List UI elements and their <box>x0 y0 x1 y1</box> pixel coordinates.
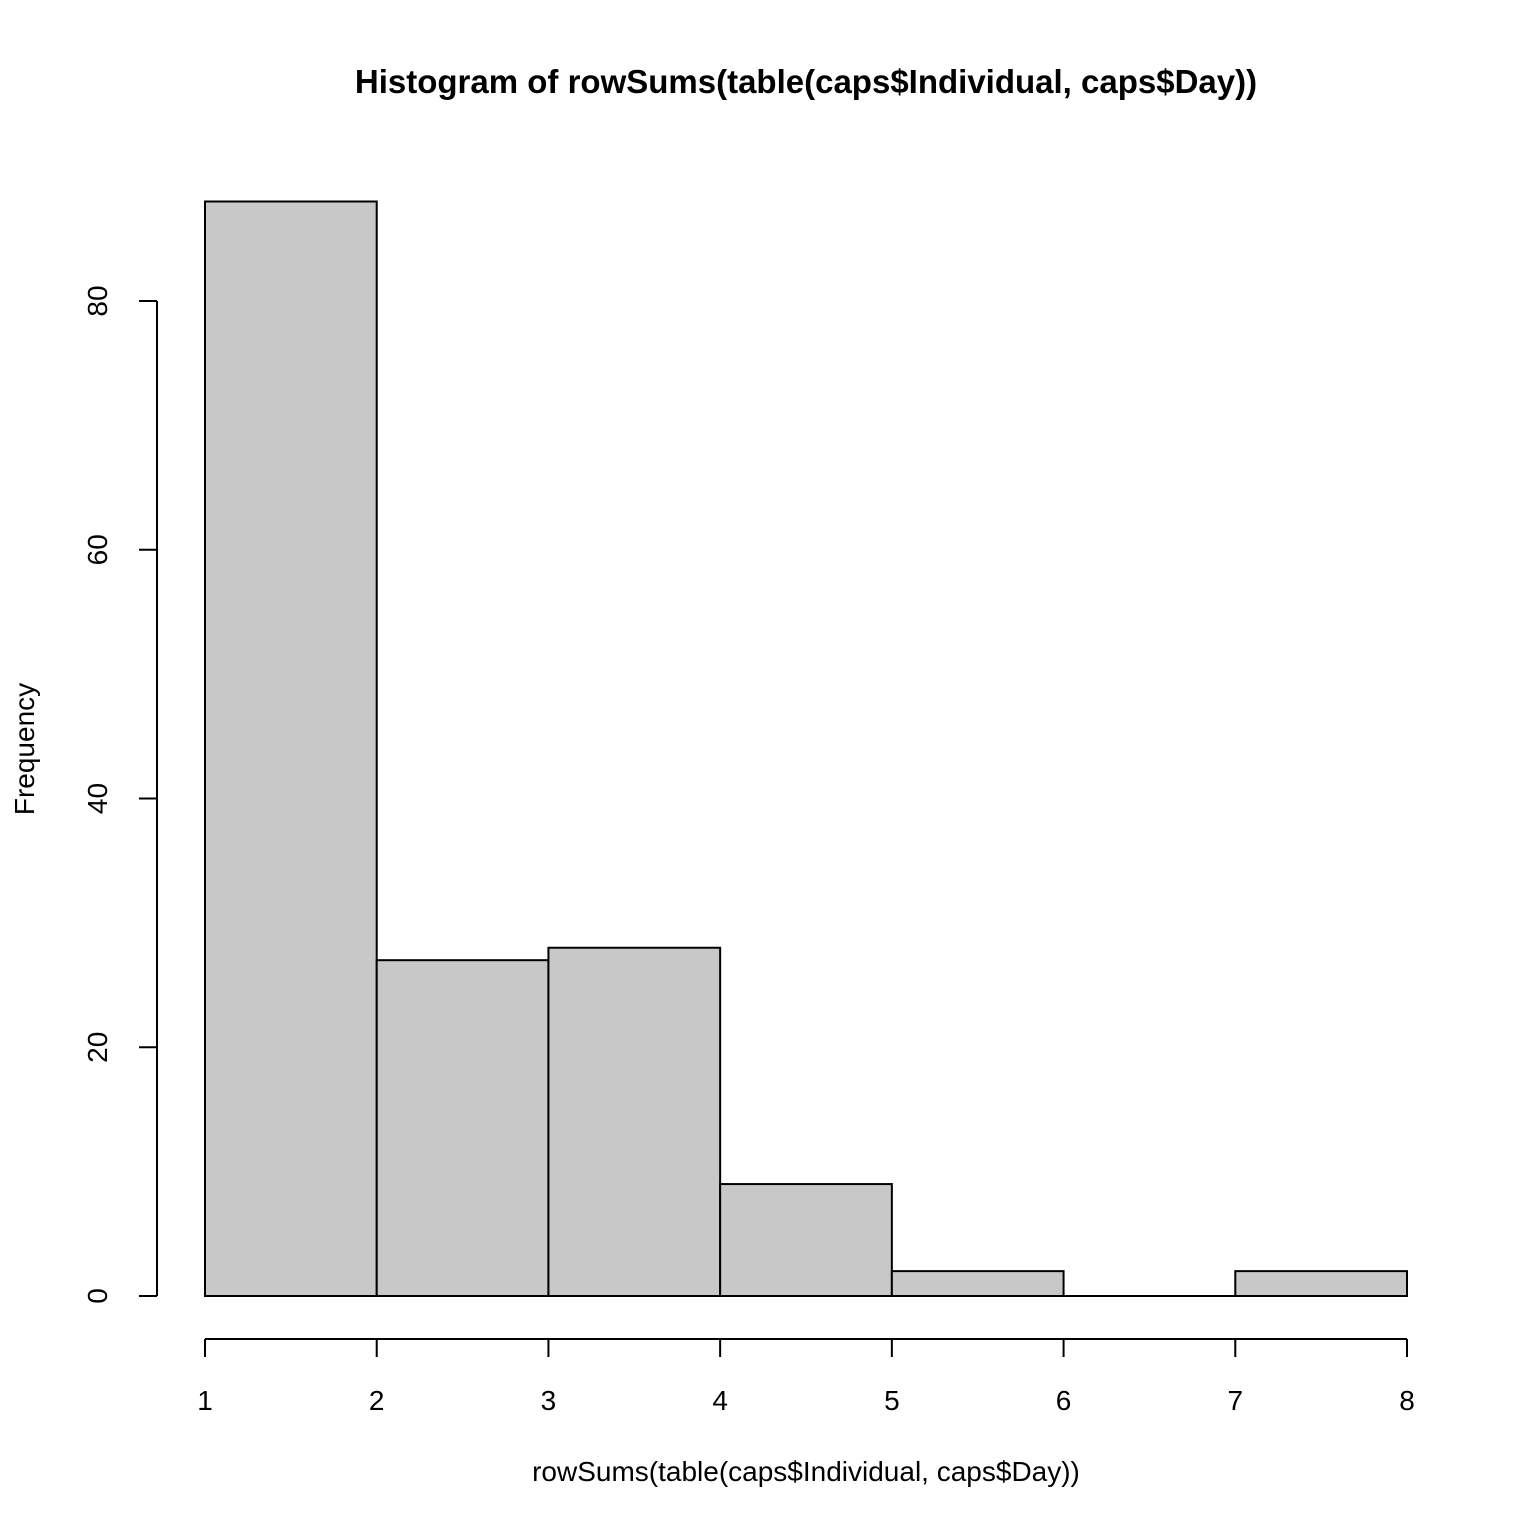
chart-title: Histogram of rowSums(table(caps$Individu… <box>355 63 1257 100</box>
histogram-bar <box>1234 1270 1409 1297</box>
x-tick-label: 6 <box>1056 1385 1072 1416</box>
x-tick-label: 5 <box>884 1385 900 1416</box>
x-tick-label: 3 <box>541 1385 557 1416</box>
x-tick-label: 7 <box>1227 1385 1243 1416</box>
y-tick-label: 80 <box>82 285 113 316</box>
x-tick-label: 4 <box>712 1385 728 1416</box>
x-axis: 1 2 3 4 5 6 7 8 <box>197 1338 1415 1416</box>
histogram-bar <box>890 1270 1065 1297</box>
x-tick-label: 2 <box>369 1385 385 1416</box>
histogram-bar <box>375 959 550 1297</box>
bars <box>204 200 1409 1297</box>
y-tick-label: 60 <box>82 534 113 565</box>
y-axis: 0 20 40 60 80 <box>82 285 158 1304</box>
histogram-bar <box>719 1183 893 1297</box>
y-tick-label: 0 <box>82 1288 113 1304</box>
y-tick-label: 20 <box>82 1032 113 1063</box>
y-tick-label: 40 <box>82 783 113 814</box>
y-axis-label: Frequency <box>9 683 40 815</box>
x-axis-label: rowSums(table(caps$Individual, caps$Day)… <box>532 1456 1080 1487</box>
histogram-bar <box>204 200 378 1297</box>
x-tick-label: 1 <box>197 1385 213 1416</box>
x-tick-label: 8 <box>1399 1385 1415 1416</box>
histogram-bar <box>547 946 722 1297</box>
